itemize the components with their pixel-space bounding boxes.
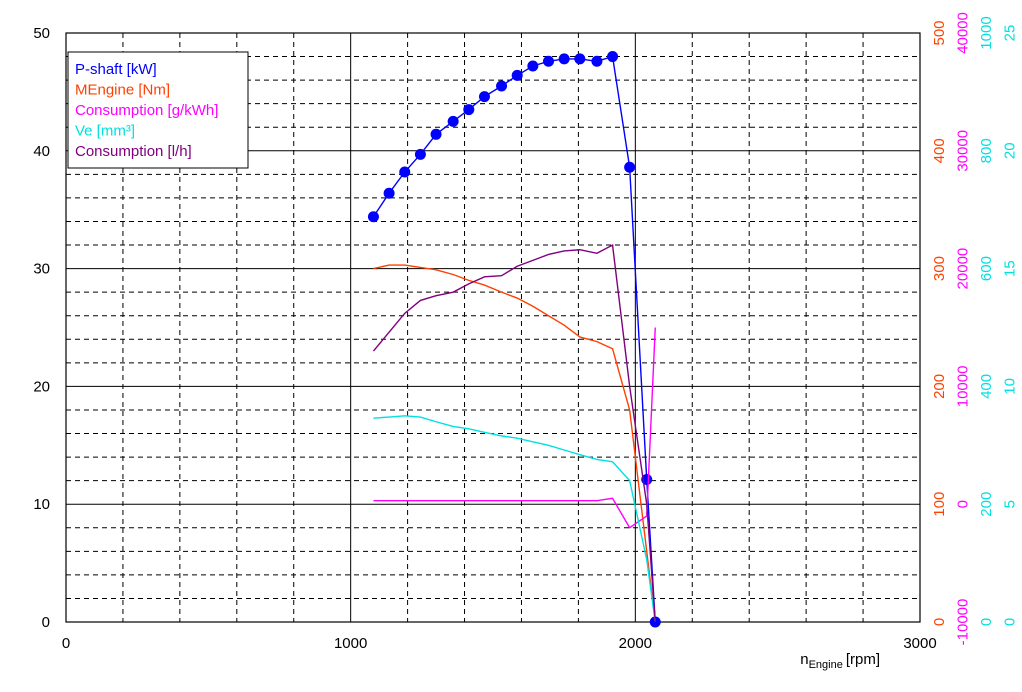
series-line <box>373 264 656 623</box>
x-tick-label: 1000 <box>334 635 367 652</box>
y3-tick-label: 40000 <box>955 12 972 54</box>
y3-tick-label: 30000 <box>955 130 972 172</box>
data-point <box>383 187 395 199</box>
x-tick-label: 2000 <box>619 635 652 652</box>
x-tick-label: 3000 <box>903 635 936 652</box>
data-point <box>478 91 490 103</box>
y2-tick-label: 500 <box>931 20 948 45</box>
y-tick-label: 20 <box>33 378 50 395</box>
data-point <box>527 60 539 72</box>
x-axis-label: nEngine [rpm] <box>800 651 880 671</box>
y2-tick-label: 400 <box>931 138 948 163</box>
y4-tick-label: 600 <box>978 256 995 281</box>
data-point <box>511 69 523 81</box>
y4-tick-label: 400 <box>978 374 995 399</box>
legend-box <box>67 51 249 169</box>
y4-tick-label: 800 <box>978 138 995 163</box>
y4-tick-label: 200 <box>978 492 995 517</box>
legend: P-shaft [kW] MEngine [Nm] Consumption [g/k… <box>67 51 249 169</box>
y5-tick-label: 0 <box>1002 618 1019 626</box>
data-point <box>607 51 619 63</box>
y2-tick-label: 0 <box>931 618 948 626</box>
data-point <box>447 115 459 127</box>
series-line <box>373 415 656 623</box>
data-point <box>414 148 426 160</box>
data-point <box>496 80 508 92</box>
legend-entry: MEngine [Nm] <box>75 82 170 99</box>
y5-tick-label: 5 <box>1002 500 1019 508</box>
y5-tick-label: 25 <box>1002 25 1019 42</box>
plot-frame <box>65 32 921 623</box>
legend-entry: Ve [mm³] <box>75 123 135 140</box>
y3-tick-label: 20000 <box>955 248 972 290</box>
y5-tick-label: 10 <box>1002 378 1019 395</box>
y3-tick-label: -10000 <box>955 599 972 646</box>
y4-tick-label: 0 <box>978 618 995 626</box>
y2-tick-label: 100 <box>931 492 948 517</box>
series-line <box>372 243 656 623</box>
y-tick-label: 50 <box>33 25 50 42</box>
x-label-unit: [rpm] <box>846 651 880 668</box>
series-line <box>372 55 656 623</box>
data-point <box>430 128 442 140</box>
y-tick-label: 40 <box>33 143 50 160</box>
y4-tick-label: 1000 <box>978 16 995 49</box>
legend-entry: Consumption [g/kWh] <box>75 102 218 119</box>
y-tick-label: 30 <box>33 261 50 278</box>
data-point <box>367 211 379 223</box>
data-point <box>543 55 555 67</box>
legend-entry: P-shaft [kW] <box>75 61 157 78</box>
y2-tick-label: 300 <box>931 256 948 281</box>
y3-tick-label: 0 <box>955 500 972 508</box>
data-point <box>624 161 636 173</box>
data-point <box>399 166 411 178</box>
y3-tick-label: 10000 <box>955 366 972 408</box>
data-point <box>463 104 475 116</box>
x-label-sub: Engine <box>809 659 843 671</box>
legend-entry: Consumption [l/h] <box>75 143 192 160</box>
y2-tick-label: 200 <box>931 374 948 399</box>
data-point <box>558 53 570 65</box>
y5-tick-label: 15 <box>1002 260 1019 277</box>
x-label-main: n <box>800 651 808 668</box>
y5-tick-label: 20 <box>1002 142 1019 159</box>
data-point <box>591 55 603 67</box>
y-tick-label: 10 <box>33 496 50 513</box>
series-line <box>373 327 656 529</box>
y-tick-label: 0 <box>42 614 50 631</box>
data-point <box>574 53 586 65</box>
x-tick-label: 0 <box>62 635 70 652</box>
